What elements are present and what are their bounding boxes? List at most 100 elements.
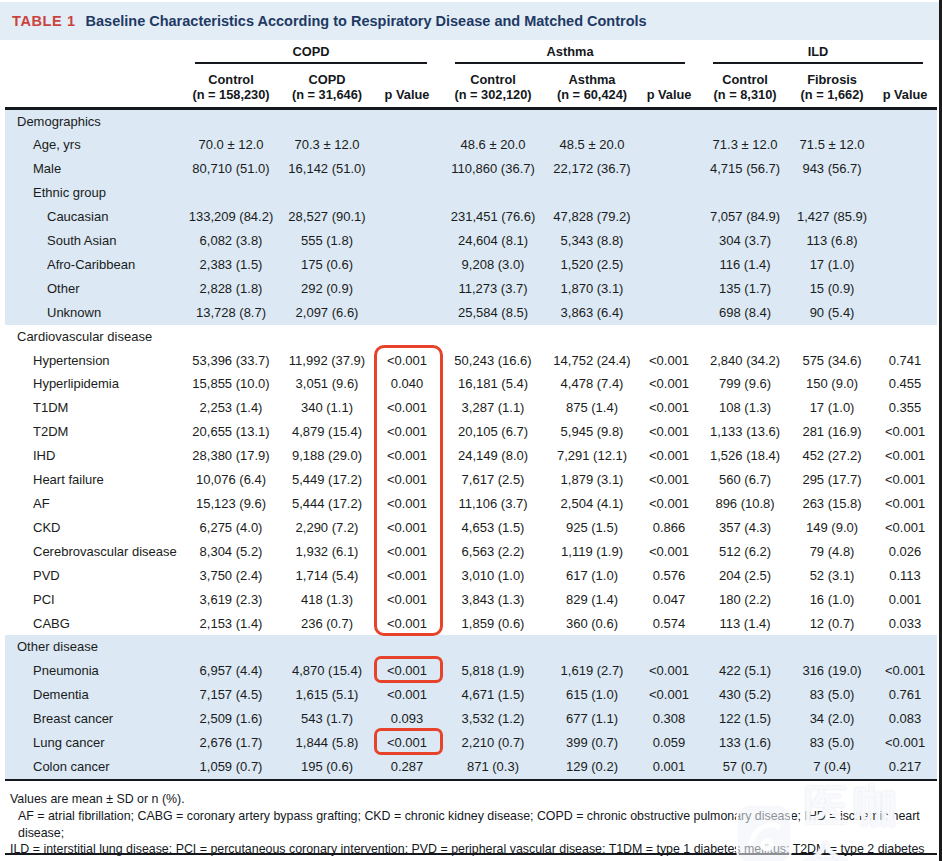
value-cell: <0.001 — [873, 492, 937, 516]
value-cell: 399 (0.7) — [545, 731, 639, 755]
value-cell: 292 (0.9) — [281, 277, 373, 301]
value-cell: 0.287 — [373, 755, 441, 780]
value-cell: 3,750 (2.4) — [181, 564, 281, 588]
value-cell: 1,859 (0.6) — [441, 612, 545, 636]
value-cell: 871 (0.3) — [441, 755, 545, 780]
row-label: Cerebrovascular disease — [5, 540, 181, 564]
value-cell — [873, 205, 937, 229]
col-header-copd: COPD(n = 31,646) — [281, 64, 373, 108]
row-label: Age, yrs — [5, 133, 181, 157]
row-label: PCI — [5, 588, 181, 612]
value-cell: 698 (8.4) — [699, 301, 791, 325]
value-cell: 357 (4.3) — [699, 516, 791, 540]
value-cell: 316 (19.0) — [791, 659, 873, 683]
value-cell: 1,714 (5.4) — [281, 564, 373, 588]
value-cell: 48.6 ± 20.0 — [441, 133, 545, 157]
row-label: PVD — [5, 564, 181, 588]
value-cell: 20,105 (6.7) — [441, 420, 545, 444]
value-cell: 430 (5.2) — [699, 683, 791, 707]
value-cell — [373, 205, 441, 229]
value-cell: 0.001 — [873, 588, 937, 612]
value-cell: 2,290 (7.2) — [281, 516, 373, 540]
table-row: PCI3,619 (2.3)418 (1.3)<0.0013,843 (1.3)… — [5, 588, 937, 612]
value-cell — [281, 181, 373, 205]
paper-table-page: TABLE 1 Baseline Characteristics Accordi… — [0, 0, 942, 861]
value-cell: 943 (56.7) — [791, 157, 873, 181]
value-cell: <0.001 — [373, 683, 441, 707]
value-cell: 135 (1.7) — [699, 277, 791, 301]
value-cell: 195 (0.6) — [281, 755, 373, 780]
value-cell: 236 (0.7) — [281, 612, 373, 636]
value-cell: 4,715 (56.7) — [699, 157, 791, 181]
value-cell: 8,304 (5.2) — [181, 540, 281, 564]
row-label: Pneumonia — [5, 659, 181, 683]
value-cell: 452 (27.2) — [791, 444, 873, 468]
section-header-row: Demographics — [5, 108, 937, 133]
table-row: Hyperlipidemia15,855 (10.0)3,051 (9.6)0.… — [5, 372, 937, 396]
value-cell — [873, 181, 937, 205]
value-cell: 70.3 ± 12.0 — [281, 133, 373, 157]
col-header-ild-pvalue: p Value — [873, 64, 937, 108]
table-title-band: TABLE 1 Baseline Characteristics Accordi… — [0, 2, 942, 40]
value-cell: 34 (2.0) — [791, 707, 873, 731]
value-cell: 2,383 (1.5) — [181, 253, 281, 277]
value-cell: 17 (1.0) — [791, 253, 873, 277]
value-cell: 7,157 (4.5) — [181, 683, 281, 707]
value-cell: 0.741 — [873, 349, 937, 373]
table-row: Other2,828 (1.8)292 (0.9)11,273 (3.7)1,8… — [5, 277, 937, 301]
value-cell: 15,855 (10.0) — [181, 372, 281, 396]
value-cell: 5,449 (17.2) — [281, 468, 373, 492]
group-header-copd: COPD — [181, 40, 441, 64]
value-cell: <0.001 — [873, 516, 937, 540]
value-cell: 13,728 (8.7) — [181, 301, 281, 325]
table-number-label: TABLE 1 — [12, 13, 76, 29]
value-cell: 3,843 (1.3) — [441, 588, 545, 612]
table-row: Dementia7,157 (4.5)1,615 (5.1)<0.0014,67… — [5, 683, 937, 707]
value-cell: 50,243 (16.6) — [441, 349, 545, 373]
table-row: Ethnic group — [5, 181, 937, 205]
value-cell — [373, 157, 441, 181]
value-cell: 231,451 (76.6) — [441, 205, 545, 229]
value-cell: <0.001 — [639, 492, 699, 516]
value-cell — [639, 253, 699, 277]
table-row: Cerebrovascular disease8,304 (5.2)1,932 … — [5, 540, 937, 564]
value-cell: 57 (0.7) — [699, 755, 791, 780]
value-cell: 2,253 (1.4) — [181, 396, 281, 420]
table-row: IHD28,380 (17.9)9,188 (29.0)<0.00124,149… — [5, 444, 937, 468]
value-cell: 150 (9.0) — [791, 372, 873, 396]
value-cell: 1,526 (18.4) — [699, 444, 791, 468]
value-cell: <0.001 — [873, 420, 937, 444]
value-cell: 7,057 (84.9) — [699, 205, 791, 229]
value-cell: 9,208 (3.0) — [441, 253, 545, 277]
value-cell: 22,172 (36.7) — [545, 157, 639, 181]
abbrev-line-2: ILD = interstitial lung disease; PCI = p… — [10, 841, 936, 861]
table-row: Pneumonia6,957 (4.4)4,870 (15.4)<0.0015,… — [5, 659, 937, 683]
value-cell: 3,287 (1.1) — [441, 396, 545, 420]
table-row: PVD3,750 (2.4)1,714 (5.4)<0.0013,010 (1.… — [5, 564, 937, 588]
table-bottom-rule — [5, 853, 937, 855]
value-cell: <0.001 — [639, 396, 699, 420]
col-header-asthma-pvalue: p Value — [639, 64, 699, 108]
value-cell: 4,671 (1.5) — [441, 683, 545, 707]
value-cell — [373, 229, 441, 253]
row-label: CABG — [5, 612, 181, 636]
value-cell: 110,860 (36.7) — [441, 157, 545, 181]
row-label: AF — [5, 492, 181, 516]
value-cell: 4,478 (7.4) — [545, 372, 639, 396]
value-cell: 1,133 (13.6) — [699, 420, 791, 444]
highlight-box-pneumonia-pvalue — [374, 656, 443, 683]
row-label: T2DM — [5, 420, 181, 444]
table-row: CKD6,275 (4.0)2,290 (7.2)<0.0014,653 (1.… — [5, 516, 937, 540]
value-cell: 47,828 (79.2) — [545, 205, 639, 229]
row-label: T1DM — [5, 396, 181, 420]
value-cell: 3,863 (6.4) — [545, 301, 639, 325]
value-cell: <0.001 — [639, 683, 699, 707]
value-cell: <0.001 — [639, 372, 699, 396]
value-cell: 1,619 (2.7) — [545, 659, 639, 683]
value-cell: 11,106 (3.7) — [441, 492, 545, 516]
value-cell: 16,142 (51.0) — [281, 157, 373, 181]
footnotes: Values are mean ± SD or n (%). AF = atri… — [10, 791, 936, 861]
row-label: Hypertension — [5, 349, 181, 373]
value-cell: <0.001 — [873, 659, 937, 683]
value-cell — [791, 181, 873, 205]
